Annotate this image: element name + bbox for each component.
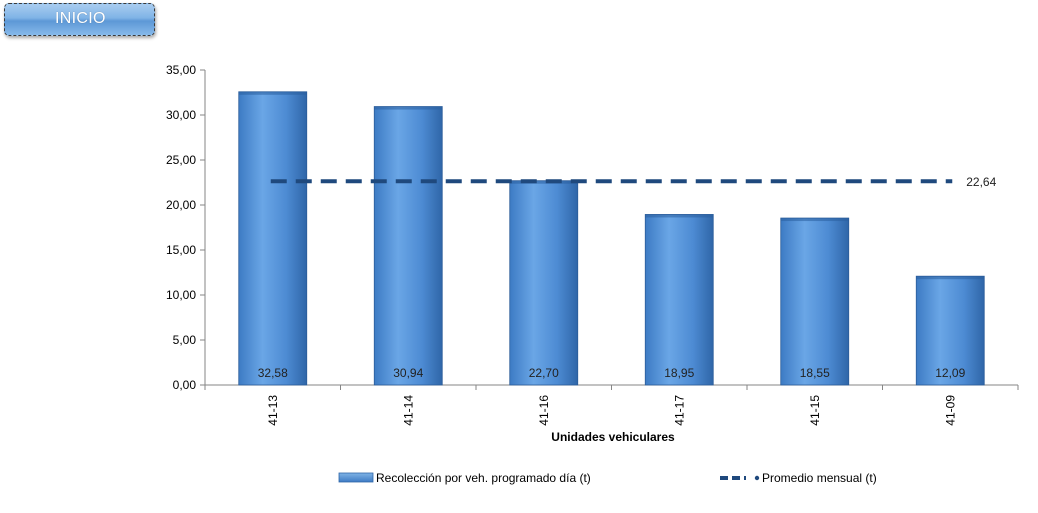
data-label-41-09: 12,09 — [935, 366, 965, 380]
y-tick-label: 15,00 — [166, 243, 196, 257]
y-tick-label: 20,00 — [166, 198, 196, 212]
chart-axes: 0,00 5,00 10,00 15,00 20,00 25,00 30,00 35,00 41… — [166, 63, 1019, 426]
bar-top-edge — [374, 106, 443, 110]
bar-top-edge — [916, 276, 985, 280]
bar-41-14 — [373, 106, 443, 386]
x-tick-label-41-17: 41-17 — [672, 395, 686, 426]
bar-41-17 — [644, 214, 714, 386]
data-label-41-15: 18,55 — [800, 366, 830, 380]
x-tick-label-41-13: 41-13 — [266, 395, 280, 426]
data-label-41-14: 30,94 — [393, 366, 423, 380]
legend-line-label: Promedio mensual (t) — [762, 471, 877, 485]
data-label-41-16: 22,70 — [529, 366, 559, 380]
x-tick-label-41-16: 41-16 — [537, 395, 551, 426]
x-tick-label-41-15: 41-15 — [808, 395, 822, 426]
x-axis-title: Unidades vehiculares — [551, 430, 675, 444]
inicio-button[interactable]: INICIO — [4, 3, 155, 36]
bar-41-09 — [915, 275, 985, 386]
x-tick-label-41-09: 41-09 — [943, 395, 957, 426]
legend-line-marker — [754, 475, 760, 481]
chart-bars — [238, 91, 985, 386]
legend-bar-label: Recolección por veh. programado día (t) — [376, 471, 591, 485]
legend-bar-swatch — [338, 472, 374, 483]
y-tick-label: 5,00 — [173, 333, 197, 347]
average-line-label: 22,64 — [966, 175, 996, 189]
inicio-button-label: INICIO — [55, 10, 106, 27]
bar-41-13 — [238, 91, 308, 386]
y-tick-label: 35,00 — [166, 63, 196, 77]
y-tick-label: 30,00 — [166, 108, 196, 122]
chart-legend: Recolección por veh. programado día (t) … — [338, 471, 877, 485]
bar-41-16 — [509, 180, 579, 386]
y-tick-label: 0,00 — [173, 378, 197, 392]
bar-top-edge — [509, 180, 578, 184]
bar-top-edge — [645, 214, 714, 218]
chart-average-line: 22,64 — [270, 175, 997, 189]
bar-41-15 — [780, 217, 850, 386]
bar-top-edge — [238, 91, 307, 95]
y-tick-label: 25,00 — [166, 153, 196, 167]
chart-data-labels: 32,58 30,94 22,70 18,95 18,55 12,09 — [258, 366, 966, 380]
data-label-41-13: 32,58 — [258, 366, 288, 380]
data-label-41-17: 18,95 — [664, 366, 694, 380]
x-tick-label-41-14: 41-14 — [401, 395, 415, 426]
y-tick-label: 10,00 — [166, 288, 196, 302]
bar-top-edge — [780, 218, 849, 222]
